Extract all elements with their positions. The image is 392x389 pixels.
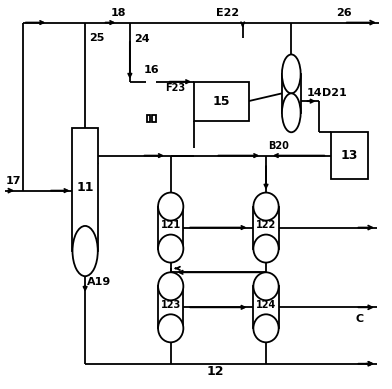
Text: 26: 26 xyxy=(336,8,352,18)
Text: 16: 16 xyxy=(143,65,159,75)
Ellipse shape xyxy=(253,314,279,342)
Text: F23: F23 xyxy=(165,82,185,93)
Text: 123: 123 xyxy=(161,300,181,310)
Ellipse shape xyxy=(158,193,183,221)
Text: B20: B20 xyxy=(268,141,289,151)
Bar xyxy=(158,286,183,328)
Text: D21: D21 xyxy=(323,88,347,98)
Bar xyxy=(253,207,279,249)
Ellipse shape xyxy=(253,235,279,263)
Text: C: C xyxy=(356,314,364,324)
Text: 13: 13 xyxy=(341,149,358,162)
Ellipse shape xyxy=(282,93,301,132)
Bar xyxy=(253,286,279,328)
Text: E22: E22 xyxy=(216,8,239,18)
Bar xyxy=(194,82,249,121)
Ellipse shape xyxy=(253,272,279,300)
Text: 17: 17 xyxy=(5,176,21,186)
Bar xyxy=(73,128,98,251)
Bar xyxy=(282,74,301,113)
Text: 121: 121 xyxy=(161,221,181,230)
Text: 18: 18 xyxy=(111,8,126,18)
Text: 14: 14 xyxy=(307,88,322,98)
Bar xyxy=(331,132,368,179)
Bar xyxy=(147,115,150,122)
Bar xyxy=(152,115,156,122)
Ellipse shape xyxy=(158,272,183,300)
Ellipse shape xyxy=(253,193,279,221)
Ellipse shape xyxy=(158,235,183,263)
Text: 124: 124 xyxy=(256,300,276,310)
Text: 25: 25 xyxy=(89,33,104,43)
Text: A19: A19 xyxy=(87,277,111,287)
Text: 12: 12 xyxy=(207,365,224,378)
Text: 11: 11 xyxy=(76,181,94,194)
Text: 15: 15 xyxy=(212,95,230,108)
Ellipse shape xyxy=(282,54,301,93)
Text: 24: 24 xyxy=(134,34,149,44)
Ellipse shape xyxy=(73,226,98,276)
Bar xyxy=(158,207,183,249)
Text: 122: 122 xyxy=(256,221,276,230)
Ellipse shape xyxy=(158,314,183,342)
